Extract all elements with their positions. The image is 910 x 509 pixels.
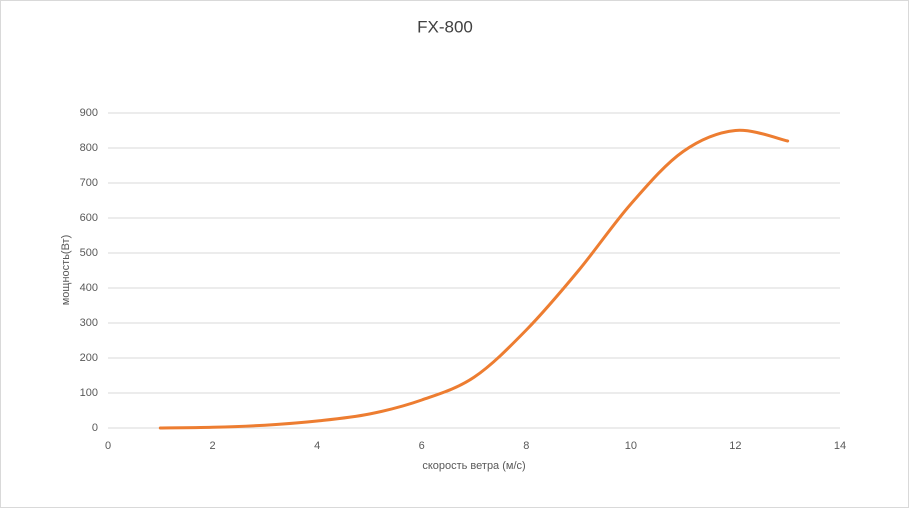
- y-tick-label: 100: [80, 387, 98, 399]
- y-tick-label: 700: [80, 177, 98, 189]
- y-tick-label: 0: [92, 422, 98, 434]
- x-tick-label: 12: [729, 440, 741, 452]
- y-tick-label: 800: [80, 142, 98, 154]
- y-axis-label: мощность(Вт): [60, 235, 72, 306]
- x-axis-label: скорость ветра (м/с): [422, 460, 525, 472]
- series-line: [158, 128, 790, 430]
- x-tick-label: 6: [419, 440, 425, 452]
- x-tick-label: 2: [210, 440, 216, 452]
- y-tick-label: 300: [80, 317, 98, 329]
- y-tick-label: 600: [80, 212, 98, 224]
- x-tick-label: 4: [314, 440, 320, 452]
- x-tick-label: 8: [523, 440, 529, 452]
- x-tick-label: 10: [625, 440, 637, 452]
- x-tick-label: 0: [105, 440, 111, 452]
- x-tick-label: 14: [834, 440, 846, 452]
- y-tick-label: 200: [80, 352, 98, 364]
- y-tick-label: 900: [80, 107, 98, 119]
- y-tick-label: 500: [80, 247, 98, 259]
- chart-title: FX-800: [417, 17, 473, 36]
- y-tick-label: 400: [80, 282, 98, 294]
